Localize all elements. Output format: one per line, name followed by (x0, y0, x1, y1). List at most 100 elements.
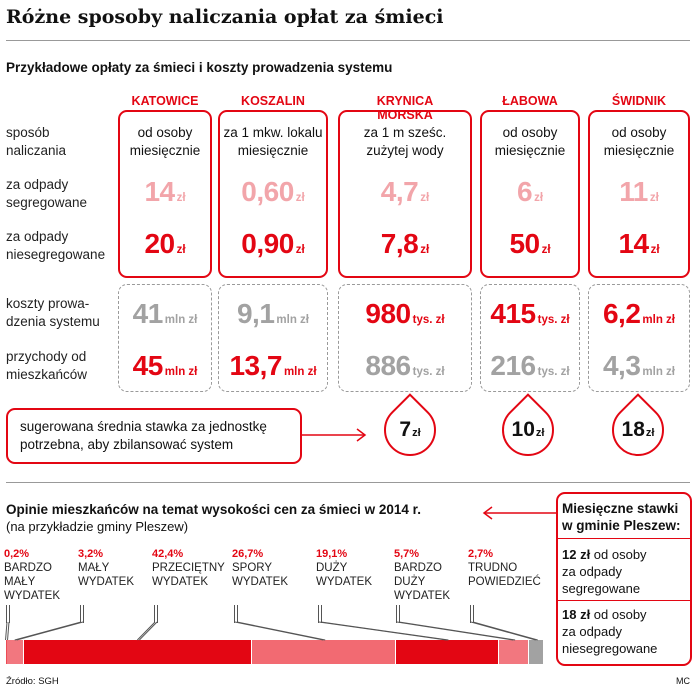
opinion-percent: 2,7% (468, 548, 494, 560)
costs-box (118, 284, 212, 392)
connector-line (470, 621, 538, 641)
value-number: 14 (144, 176, 175, 207)
costs-box (218, 284, 328, 392)
costs-box (480, 284, 580, 392)
resident-revenue: 4,3 mln zł (584, 350, 694, 382)
value-unit: zł (534, 192, 544, 204)
calc-method: od osoby miesięcznie (494, 125, 566, 158)
suggested-rate-value: 10zł (502, 418, 554, 442)
value-unit: zł (649, 192, 659, 204)
resident-revenue: 45 mln zł (110, 350, 220, 382)
pleszew-rate-text: od osoby za odpady niesegregowane (562, 607, 658, 656)
resident-revenue: 886 tys. zł (350, 350, 460, 382)
value-unit: mln zł (642, 366, 676, 378)
opinion-percent: 0,2% (4, 548, 30, 560)
value-unit: mln zł (164, 314, 198, 326)
opinion-percent: 5,7% (394, 548, 420, 560)
connector-line (154, 605, 158, 623)
value-number: 216 (490, 350, 536, 381)
opinion-category: DUŻY WYDATEK (316, 562, 373, 588)
value-unit: zł (535, 427, 545, 439)
city-header: ŚWIDNIK (584, 94, 694, 108)
value-number: 20 (144, 228, 175, 259)
unsegregated-fee: 0,90 zł (218, 228, 328, 260)
value-unit: zł (420, 192, 430, 204)
connector-line (234, 621, 326, 641)
value-unit: zł (650, 244, 660, 256)
value-unit: zł (176, 244, 186, 256)
value-unit: zł (645, 427, 655, 439)
suggested-rate-value: 18zł (612, 418, 664, 442)
connector-line (318, 605, 322, 623)
opinions-title: Opinie mieszkańców na temat wysokości ce… (6, 502, 421, 517)
suggested-rate-label: sugerowana średnia stawka za jednostkę p… (20, 419, 267, 452)
opinion-category: SPORY WYDATEK (232, 562, 289, 588)
value-number: 7 (399, 418, 412, 441)
opinion-category: BARDZO MAŁY WYDATEK (4, 562, 61, 602)
city-name: ŚWIDNIK (611, 94, 667, 108)
opinion-percent: 3,2% (78, 548, 104, 560)
value-number: 6,2 (602, 298, 641, 329)
opinion-percent: 26,7% (232, 548, 264, 560)
value-unit: zł (412, 427, 421, 439)
value-number: 45 (132, 350, 164, 381)
system-costs: 6,2 mln zł (584, 298, 694, 330)
author-credit: MC (676, 676, 690, 686)
unsegregated-fee: 7,8 zł (350, 228, 460, 260)
city-name: KOSZALIN (241, 94, 305, 108)
value-number: 886 (365, 350, 411, 381)
opinion-category: TRUDNO POWIEDZIEĆ (468, 562, 541, 588)
pleszew-rate: 12 zł od osoby za odpady segregowane (562, 546, 647, 597)
calc-method: za 1 mkw. lokalu miesięcznie (223, 125, 323, 158)
opinion-bar-segment (498, 640, 529, 664)
divider (558, 600, 690, 601)
rates-box (338, 110, 472, 278)
value-number: 0,90 (241, 228, 294, 259)
opinion-percent: 42,4% (152, 548, 184, 560)
calc-method: od osoby miesięcznie (603, 125, 675, 158)
suggested-rate-value: 7zł (384, 418, 436, 442)
segregated-fee: 6 zł (475, 176, 585, 208)
value-unit: mln zł (642, 314, 676, 326)
value-number: 4,7 (380, 176, 419, 207)
suggested-rate-box (6, 408, 302, 464)
value-number: 14 (618, 228, 649, 259)
connector-line (470, 605, 474, 623)
opinion-bar-segment (396, 640, 498, 664)
page-title: Różne sposoby naliczania opłat za śmieci (6, 6, 444, 28)
city-header: ŁABOWA (475, 94, 585, 108)
opinion-bar-segment (529, 640, 543, 664)
calc-method: od osoby miesięcznie (129, 125, 201, 158)
value-unit: zł (295, 192, 305, 204)
pleszew-rate: 18 zł od osoby za odpady niesegregowane (562, 606, 657, 657)
value-number: 9,1 (236, 298, 275, 329)
opinion-category: BARDZO DUŻY WYDATEK (394, 562, 451, 602)
value-number: 7,8 (380, 228, 419, 259)
rates-box (118, 110, 212, 278)
opinion-category: PRZECIĘTNY WYDATEK (152, 562, 225, 588)
segregated-fee: 14 zł (110, 176, 220, 208)
value-number: 41 (132, 298, 164, 329)
opinion-bar-segment (252, 640, 396, 664)
value-unit: zł (295, 244, 305, 256)
value-number: 18 (621, 418, 645, 441)
divider (6, 40, 690, 41)
system-costs: 41 mln zł (110, 298, 220, 330)
value-number: 11 (619, 176, 648, 207)
value-unit: zł (176, 192, 186, 204)
rates-box (480, 110, 580, 278)
unsegregated-fee: 50 zł (475, 228, 585, 260)
costs-box (588, 284, 690, 392)
opinion-bar-segment (7, 640, 24, 664)
value-unit: tys. zł (412, 314, 445, 326)
resident-revenue: 216 tys. zł (475, 350, 585, 382)
connector-line (234, 605, 238, 623)
divider (558, 538, 690, 539)
value-unit: mln zł (276, 314, 310, 326)
segregated-fee: 0,60 zł (218, 176, 328, 208)
segregated-fee: 11 zł (584, 176, 694, 208)
pleszew-rate-text: od osoby za odpady segregowane (562, 547, 647, 596)
rates-box (218, 110, 328, 278)
unsegregated-fee: 20 zł (110, 228, 220, 260)
costs-box (338, 284, 472, 392)
